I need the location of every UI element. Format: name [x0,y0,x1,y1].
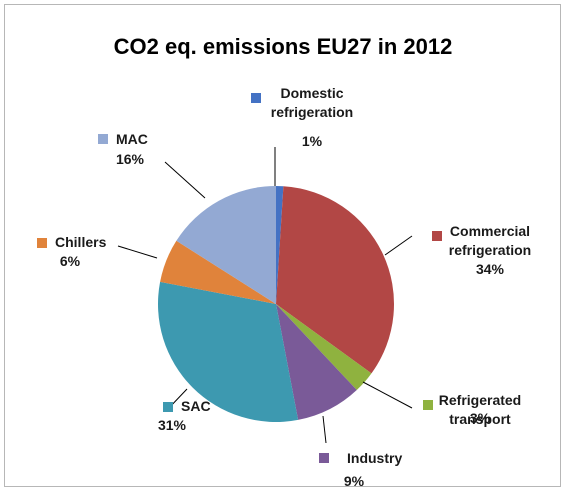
slice-label: MAC [116,131,148,147]
slice-percent-label: 9% [344,473,365,489]
pie-slice-sac [158,281,299,422]
slice-label: Commercial [450,223,530,239]
pie-slice-refrigerated-transport [276,304,372,391]
pie-slice-industry [276,304,357,420]
slice-percent-label: 31% [158,417,187,433]
slice-label: Refrigerated [439,392,521,408]
slice-percent-label: 6% [60,253,81,269]
pie-slice-chillers [160,240,276,304]
leader-line [117,245,158,259]
slice-percent-label: 16% [116,151,145,167]
legend-key-icon [37,238,47,248]
legend-key-icon [98,134,108,144]
pie-slice-commercial-refrigeration [276,186,395,374]
legend-key-icon [163,402,173,412]
leader-line [164,161,206,199]
legend-key-icon [319,453,329,463]
slice-percent-label: 34% [476,261,505,277]
pie-slice-mac [176,186,276,304]
slice-label: refrigeration [449,242,531,258]
leader-line [362,381,413,409]
slice-label: refrigeration [271,104,353,120]
legend-key-icon [432,231,442,241]
legend-key-icon [251,93,261,103]
slice-label: transport [449,411,511,427]
slice-label: SAC [181,398,211,414]
slice-percent-label: 3% [470,410,491,426]
leader-line [384,235,413,256]
slice-percent-label: 1% [302,133,323,149]
slice-label: Chillers [55,234,107,250]
pie-slice-domestic-refrigeration [276,186,284,304]
legend-key-icon [423,400,433,410]
chart-title: CO2 eq. emissions EU27 in 2012 [113,34,453,59]
slice-label: Domestic [280,85,343,101]
leader-line [322,415,327,444]
slice-label: Industry [347,450,402,466]
